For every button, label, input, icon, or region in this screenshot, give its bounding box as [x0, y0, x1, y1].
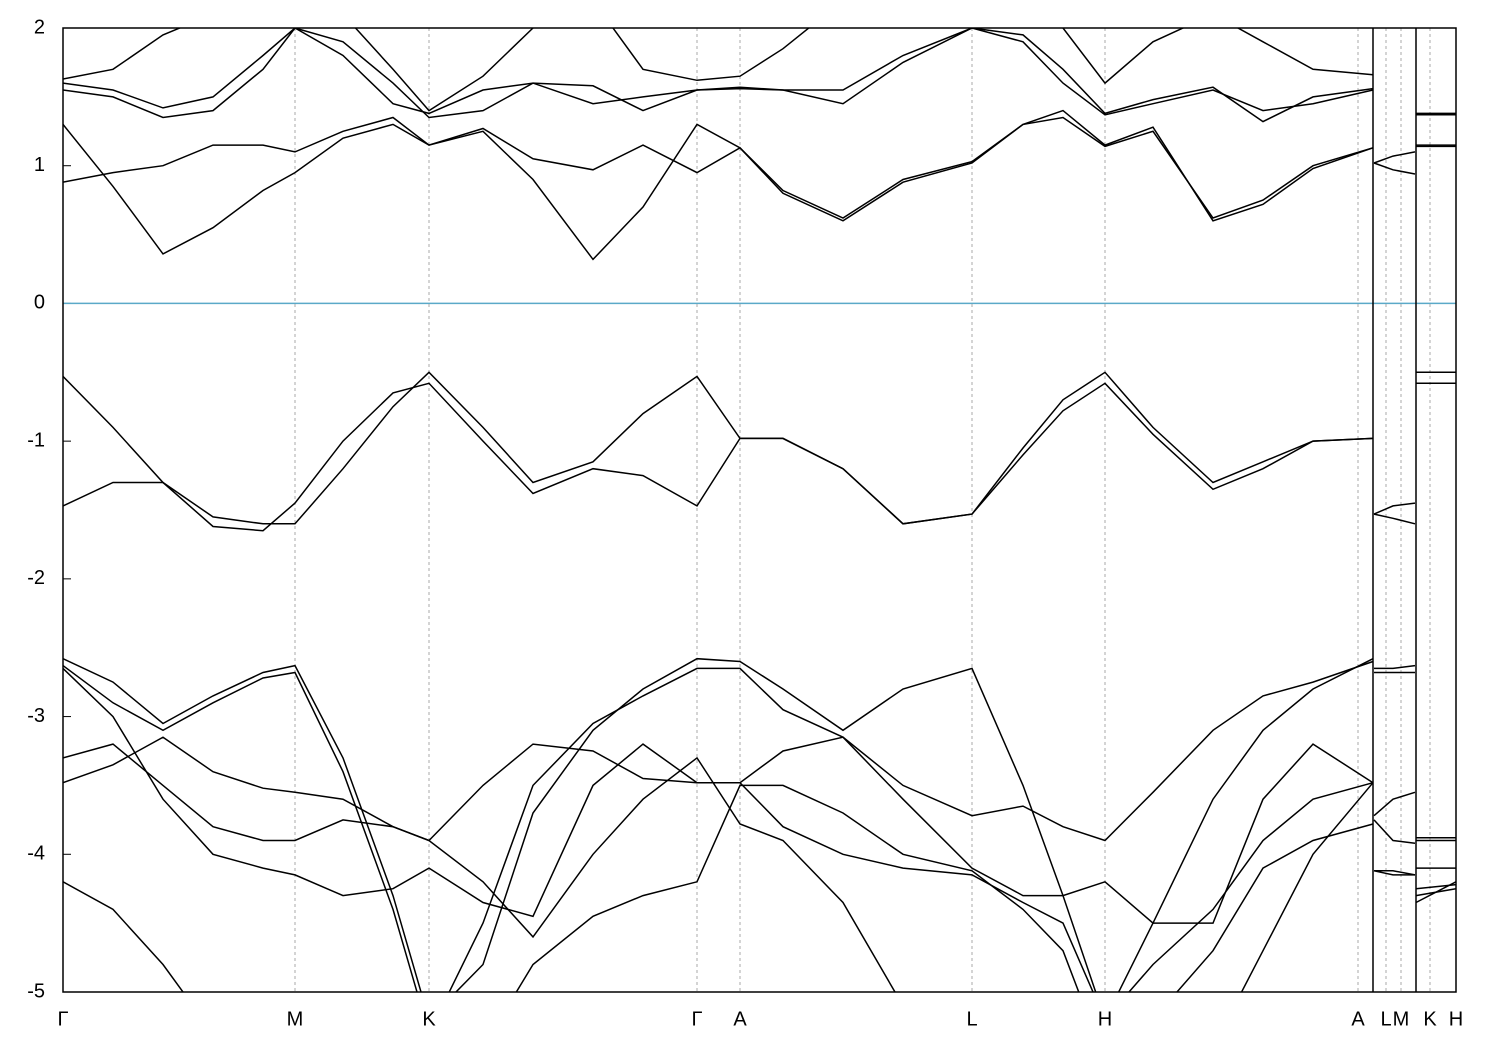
band-line — [63, 109, 1456, 222]
x-tick-label: M — [287, 1008, 304, 1030]
y-tick-label: -5 — [27, 980, 45, 1002]
x-tick-label: A — [1351, 1008, 1365, 1030]
y-tick-label: -4 — [27, 843, 45, 865]
band-line — [63, 743, 1456, 992]
band-line — [63, 736, 1456, 992]
x-tick-label: L — [1380, 1008, 1391, 1030]
band-line — [63, 371, 1456, 525]
x-tick-label: L — [966, 1008, 977, 1030]
x-tick-label: Γ — [691, 1008, 702, 1030]
y-tick-label: -2 — [27, 567, 45, 589]
y-tick-label: 2 — [34, 16, 45, 38]
x-tick-label: A — [733, 1008, 747, 1030]
band-line — [63, 382, 1456, 532]
y-tick-label: -3 — [27, 705, 45, 727]
bands — [63, 28, 1456, 992]
band-line — [63, 28, 1456, 123]
band-line — [63, 28, 1374, 112]
x-tick-label: H — [1449, 1008, 1463, 1030]
y-tick-label: 1 — [34, 154, 45, 176]
y-tick-label: 0 — [34, 292, 45, 314]
band-line — [63, 116, 1456, 261]
x-tick-label: K — [422, 1008, 436, 1030]
y-tick-label: -1 — [27, 429, 45, 451]
x-tick-label: K — [1423, 1008, 1437, 1030]
band-line — [63, 660, 1456, 992]
band-line — [63, 782, 1456, 992]
band-line — [63, 28, 1456, 119]
band-line — [63, 657, 1456, 992]
x-tick-label: M — [1393, 1008, 1410, 1030]
plot-frame — [62, 27, 1457, 993]
x-tick-label: Γ — [57, 1008, 68, 1030]
grid — [62, 27, 1457, 993]
x-tick-label: H — [1098, 1008, 1112, 1030]
